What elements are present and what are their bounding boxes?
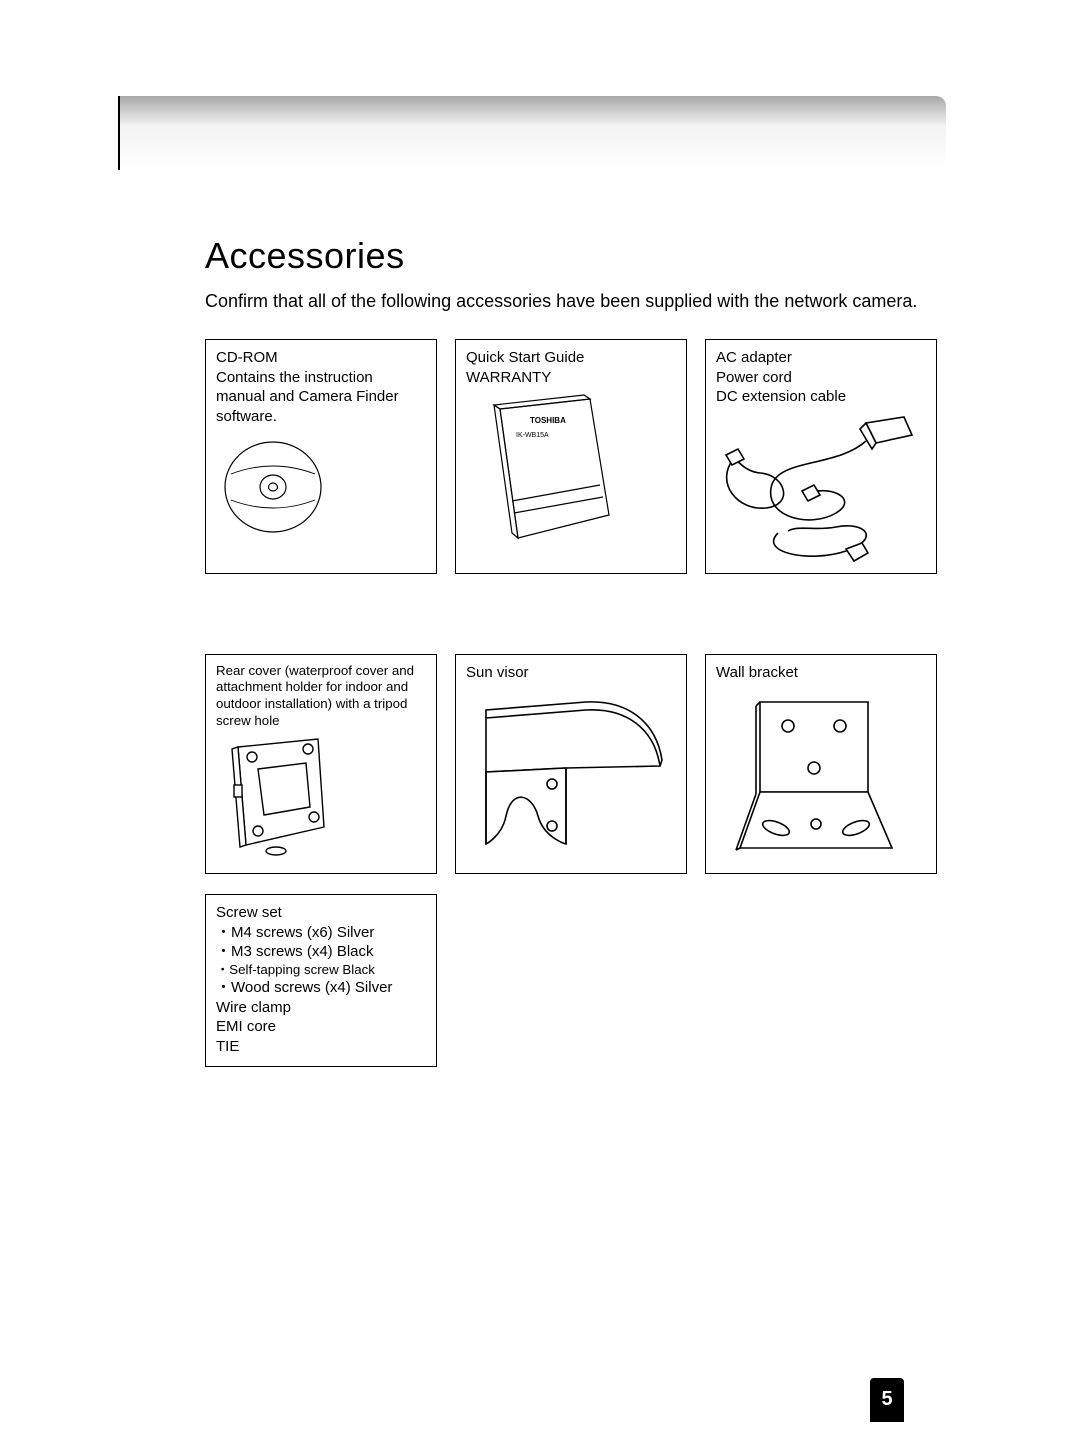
- sunvisor-title: Sun visor: [466, 663, 676, 683]
- rearcover-icon: [216, 735, 336, 860]
- power-line2: Power cord: [716, 368, 926, 388]
- cell-sunvisor: Sun visor: [455, 654, 687, 875]
- screws-b2: ・M3 screws (x4) Black: [216, 942, 426, 962]
- cell-cdrom: CD-ROM Contains the instruc­tion manual …: [205, 339, 437, 574]
- power-icon: [716, 413, 921, 563]
- guide-brand: TOSHIBA: [530, 416, 566, 425]
- intro-text: Confirm that all of the following access…: [205, 289, 945, 313]
- header-gradient-band: [118, 96, 946, 170]
- page: Accessories Confirm that all of the foll…: [0, 0, 1080, 1436]
- cdrom-title: CD-ROM: [216, 348, 426, 368]
- cell-screws: Screw set ・M4 screws (x6) Silver ・M3 scr…: [205, 894, 437, 1067]
- power-line1: AC adapter: [716, 348, 926, 368]
- screws-b4: ・Wood screws (x4) Silver: [216, 978, 426, 998]
- cell-rearcover: Rear cover (waterproof cover and attachm…: [205, 654, 437, 875]
- screws-l3: TIE: [216, 1037, 426, 1057]
- guide-line1: Quick Start Guide: [466, 348, 676, 368]
- page-number-badge: 5: [870, 1378, 904, 1422]
- cdrom-icon: [216, 432, 331, 537]
- guide-icon: TOSHIBA IK-WB15A: [466, 393, 636, 553]
- accessory-grid: CD-ROM Contains the instruc­tion manual …: [205, 339, 945, 1067]
- screws-b1: ・M4 screws (x6) Silver: [216, 923, 426, 943]
- screws-l2: EMI core: [216, 1017, 426, 1037]
- page-title: Accessories: [205, 235, 945, 277]
- sunvisor-icon: [466, 688, 666, 858]
- content-area: Accessories Confirm that all of the foll…: [205, 235, 945, 1067]
- screws-l1: Wire clamp: [216, 998, 426, 1018]
- guide-model: IK-WB15A: [516, 432, 549, 439]
- rearcover-desc: Rear cover (waterproof cover and attachm…: [216, 663, 426, 729]
- row-spacer-1: [205, 594, 945, 634]
- screws-b3: ・Self-tapping screw Black: [216, 962, 426, 979]
- cell-power: AC adapter Power cord DC extension cable: [705, 339, 937, 574]
- guide-line2: WARRANTY: [466, 368, 676, 388]
- wallbracket-title: Wall bracket: [716, 663, 926, 683]
- cell-guide: Quick Start Guide WARRANTY TOSHIBA IK-WB…: [455, 339, 687, 574]
- power-line3: DC extension cable: [716, 387, 926, 407]
- cell-wallbracket: Wall bracket: [705, 654, 937, 875]
- cdrom-desc: Contains the instruc­tion manual and Cam…: [216, 368, 426, 427]
- wallbracket-icon: [716, 688, 906, 863]
- screws-title: Screw set: [216, 903, 426, 923]
